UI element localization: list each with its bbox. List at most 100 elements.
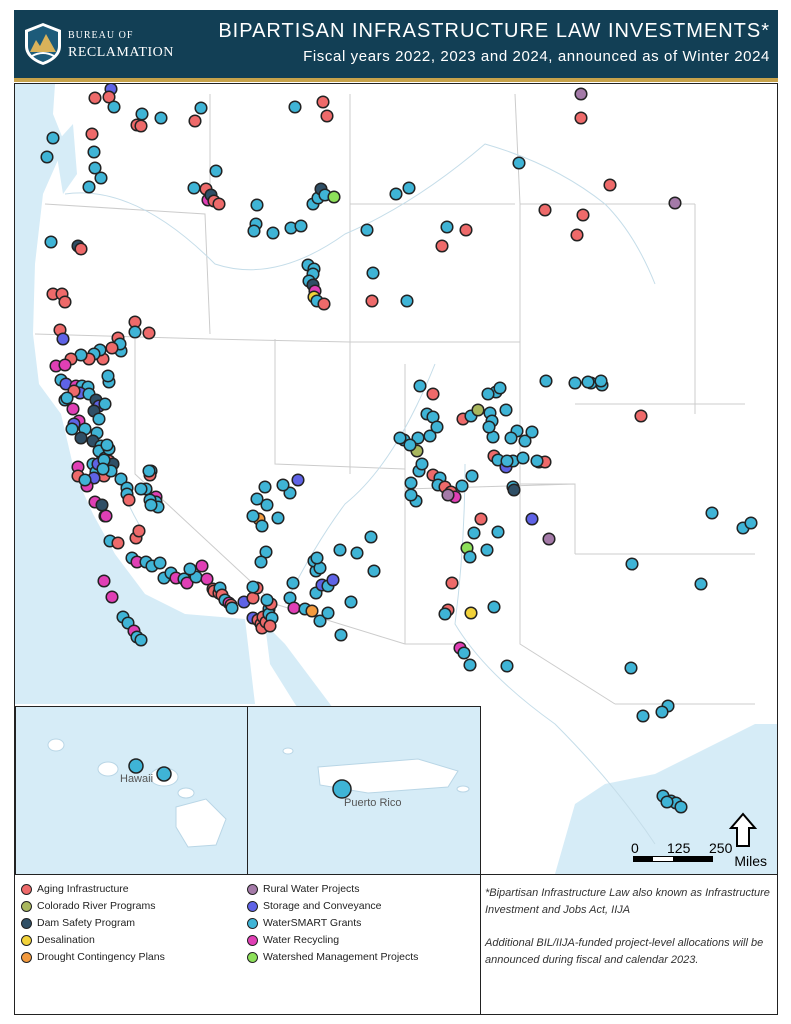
pacific-ocean [15,84,255,704]
project-marker [114,472,128,486]
project-marker [542,532,556,546]
project-marker [134,633,148,647]
legend-item-watershed-management: Watershed Management Projects [247,949,418,966]
project-marker [142,326,156,340]
project-marker [400,294,414,308]
legend-swatch [247,952,258,963]
project-marker [570,228,584,242]
scale-bar: 0 125 250 Miles [631,810,771,870]
project-marker [94,171,108,185]
puget-sound [55,124,77,194]
project-marker [46,131,60,145]
project-marker [212,197,226,211]
map-area: Hawaii Puerto Rico 0 125 250 Miles [14,83,778,875]
project-marker [180,576,194,590]
project-marker [56,332,70,346]
project-marker [694,577,708,591]
project-marker [367,564,381,578]
project-marker [668,196,682,210]
project-marker [364,530,378,544]
project-marker [100,438,114,452]
project-marker [286,576,300,590]
project-marker [111,536,125,550]
project-marker [538,203,552,217]
project-marker [287,601,301,615]
project-marker [96,462,110,476]
legend-item-water-recycling: Water Recycling [247,932,418,949]
legend-item-desalination: Desalination [21,932,165,949]
project-marker [246,580,260,594]
project-marker [105,590,119,604]
legend-item-watersmart: WaterSMART Grants [247,915,418,932]
project-marker [316,95,330,109]
project-marker [530,454,544,468]
project-marker [539,374,553,388]
hawaii-islands [47,738,227,848]
project-marker [194,101,208,115]
project-points [40,84,758,814]
project-marker [655,705,669,719]
project-marker [402,181,416,195]
project-marker [132,524,146,538]
map-title: BIPARTISAN INFRASTRUCTURE LAW INVESTMENT… [218,20,770,42]
project-marker [78,473,92,487]
legend-swatch [247,935,258,946]
project-marker [334,628,348,642]
legend-item-rural-water: Rural Water Projects [247,881,418,898]
project-marker [465,469,479,483]
project-marker [305,604,319,618]
project-marker [471,403,485,417]
project-marker [188,114,202,128]
project-marker [674,800,688,814]
map-subtitle: Fiscal years 2022, 2023 and 2024, announ… [303,48,770,65]
project-marker [225,601,239,615]
project-marker [326,573,340,587]
project-marker [500,454,514,468]
project-marker [457,646,471,660]
project-marker [266,226,280,240]
project-marker [195,559,209,573]
project-marker [744,516,758,530]
project-marker [65,422,79,436]
note-bil-alias: *Bipartisan Infrastructure Law also know… [485,887,770,916]
legend-item-drought-contingency: Drought Contingency Plans [21,949,165,966]
legend-label: Watershed Management Projects [263,951,419,963]
legend-swatch [21,918,32,929]
project-marker [250,492,264,506]
project-marker [487,600,501,614]
project-marker [66,402,80,416]
project-marker [40,150,54,164]
project-marker [463,550,477,564]
project-marker [263,619,277,633]
project-marker [525,512,539,526]
project-marker [142,464,156,478]
project-marker [504,431,518,445]
project-marker [255,519,269,533]
project-marker [360,223,374,237]
state-boundaries [34,93,755,705]
project-marker [101,369,115,383]
project-marker [512,156,526,170]
project-marker [574,111,588,125]
project-marker [464,606,478,620]
scale-unit: Miles [734,853,767,869]
project-marker [482,420,496,434]
legend-column-1: Aging Infrastructure Colorado River Prog… [21,881,165,966]
project-marker [98,397,112,411]
project-marker [660,795,674,809]
legend-swatch [21,884,32,895]
project-marker [624,661,638,675]
legend-swatch [21,935,32,946]
project-marker [403,438,417,452]
project-marker [445,576,459,590]
project-marker [366,266,380,280]
logo-text-bottom: RECLAMATION [68,45,174,60]
legend-swatch [247,884,258,895]
puerto-rico-label: Puerto Rico [344,797,402,809]
project-marker [153,556,167,570]
project-marker [481,387,495,401]
project-marker [313,614,327,628]
project-marker [625,557,639,571]
project-marker [393,431,407,445]
project-marker [58,295,72,309]
